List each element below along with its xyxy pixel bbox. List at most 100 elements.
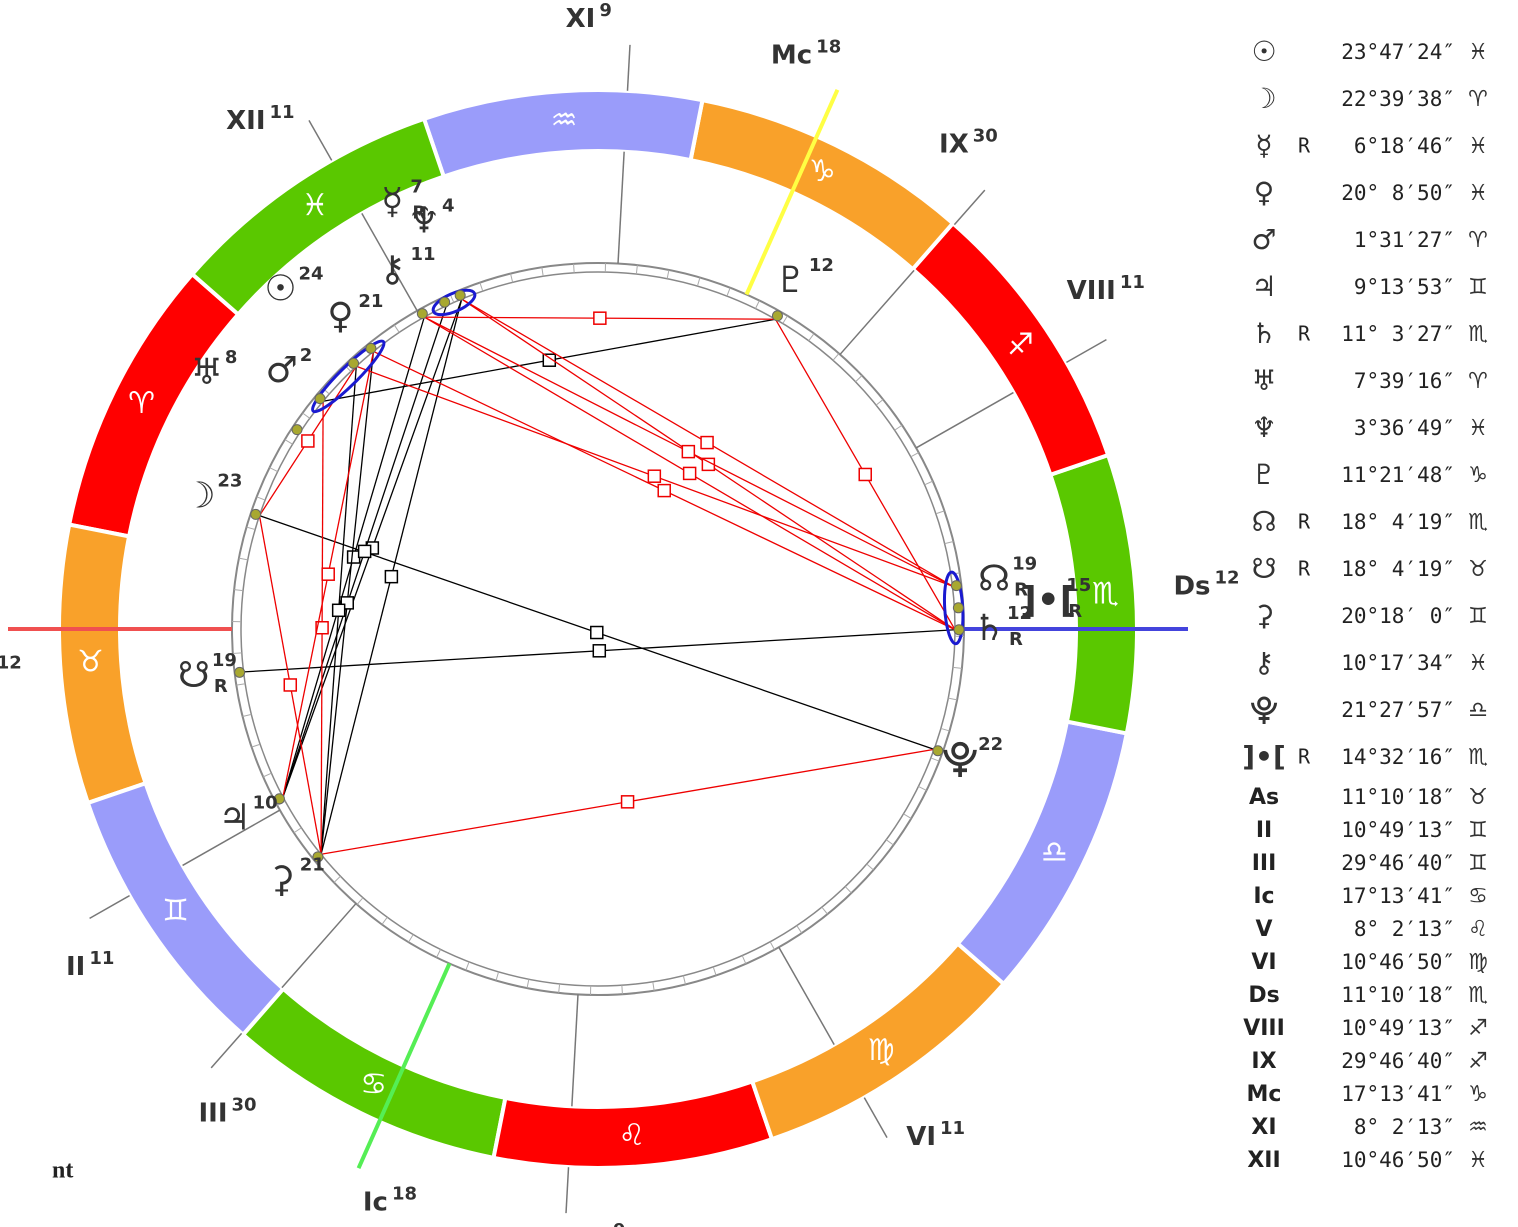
house-name: Ds bbox=[1173, 571, 1210, 601]
planet-glyph: ☿ bbox=[381, 182, 403, 223]
degree-tick bbox=[495, 971, 500, 981]
house-name: XI bbox=[566, 4, 596, 34]
house-degree: 11 bbox=[270, 102, 295, 123]
planet-dot bbox=[312, 851, 324, 863]
planet-degree: 19 bbox=[1012, 553, 1037, 574]
degree-tick bbox=[726, 287, 731, 297]
sign-glyph: ♓ bbox=[301, 188, 328, 223]
house-label: VI 11 bbox=[906, 1118, 965, 1152]
house-label: IX 30 bbox=[939, 125, 998, 159]
aspect-marker bbox=[357, 544, 372, 559]
table-position: 10°49′13″ bbox=[1341, 818, 1455, 842]
degree-tick bbox=[479, 282, 484, 292]
degree-tick bbox=[436, 949, 441, 958]
planet-dot bbox=[273, 793, 285, 805]
house-cusp bbox=[308, 120, 333, 161]
table-position: 8° 2′13″ bbox=[1354, 1115, 1455, 1139]
table-position: 21°27′57″ bbox=[1341, 698, 1455, 722]
table-retro: R bbox=[1298, 745, 1311, 769]
house-cusp bbox=[953, 189, 986, 226]
house-degree: 11 bbox=[1120, 272, 1145, 293]
table-retro: R bbox=[1298, 134, 1311, 158]
aspect-marker bbox=[657, 483, 671, 498]
table-sign: ♓ bbox=[1468, 181, 1488, 206]
sign-glyph: ♊ bbox=[162, 894, 189, 929]
aspect-marker bbox=[384, 569, 399, 584]
planet-degree: 11 bbox=[410, 244, 435, 265]
planet-retro: R bbox=[412, 203, 426, 224]
degree-tick bbox=[682, 975, 686, 985]
table-sign: ♎ bbox=[1468, 698, 1488, 723]
sign-glyph: ♒ bbox=[551, 103, 578, 138]
house-degree: 18 bbox=[816, 37, 841, 58]
table-glyph: ♃ bbox=[1251, 270, 1276, 303]
house-name: XII bbox=[226, 105, 265, 135]
aspect-marker bbox=[590, 625, 604, 640]
planet-glyph: ☉ bbox=[264, 268, 296, 309]
table-sign: ♒ bbox=[1468, 1115, 1488, 1140]
degree-tick bbox=[924, 480, 934, 486]
aspect-marker bbox=[700, 435, 714, 450]
house-label: III 30 bbox=[199, 1095, 257, 1129]
sign-glyph: ♈ bbox=[128, 386, 155, 421]
table-glyph: ♅ bbox=[1251, 364, 1276, 397]
table-retro: R bbox=[1298, 322, 1311, 346]
planet-dot bbox=[250, 508, 262, 520]
house-cusp bbox=[863, 1097, 888, 1138]
table-glyph: ☋ bbox=[1252, 552, 1277, 585]
table-glyph: ♇ bbox=[1251, 458, 1276, 491]
planet-dot bbox=[439, 296, 451, 308]
table-sign: ♊ bbox=[1468, 275, 1488, 300]
planet-retro: R bbox=[1068, 601, 1082, 622]
house-label: II 11 bbox=[66, 948, 114, 982]
house-label: VIII 11 bbox=[1067, 272, 1145, 306]
table-position: 3°36′49″ bbox=[1354, 416, 1455, 440]
table-position: 1°31′27″ bbox=[1354, 228, 1455, 252]
table-retro: R bbox=[1298, 557, 1311, 581]
footer-text: nt bbox=[52, 1158, 73, 1184]
degree-tick bbox=[541, 267, 544, 277]
degree-tick bbox=[940, 727, 950, 732]
house-label: Mc 18 bbox=[771, 37, 841, 70]
table-position: 10°17′34″ bbox=[1341, 651, 1455, 675]
aspect-marker bbox=[593, 311, 607, 325]
house-label: V9 bbox=[589, 1220, 626, 1227]
planet-degree: 7 bbox=[410, 177, 423, 198]
table-position: 10°49′13″ bbox=[1341, 1016, 1455, 1040]
table-sign: ♉ bbox=[1468, 785, 1488, 810]
house-degree: 18 bbox=[392, 1183, 417, 1204]
table-sign: ♑ bbox=[1468, 463, 1488, 488]
degree-tick bbox=[769, 941, 775, 950]
degree-tick bbox=[782, 315, 788, 324]
degree-tick bbox=[251, 743, 261, 748]
planet-glyph: ♃ bbox=[218, 798, 250, 839]
degree-tick bbox=[894, 424, 903, 431]
sign-glyph: ♉ bbox=[77, 644, 104, 679]
planet-dot bbox=[932, 745, 944, 757]
planet-retro: R bbox=[214, 676, 228, 697]
planet-degree: 2 bbox=[300, 345, 313, 366]
planet-glyph: ♂ bbox=[266, 350, 298, 391]
table-house: Mc bbox=[1247, 1082, 1282, 1107]
planet-glyph: ⚷ bbox=[379, 249, 405, 290]
table-sign: ♏ bbox=[1468, 983, 1488, 1008]
house-degree: 11 bbox=[940, 1118, 965, 1139]
planet-glyph: ♆ bbox=[408, 200, 440, 241]
table-sign: ♓ bbox=[1468, 416, 1488, 441]
table-glyph: ☊ bbox=[1252, 505, 1277, 538]
table-sign: ♍ bbox=[1468, 950, 1488, 975]
degree-tick bbox=[269, 467, 278, 472]
degree-tick bbox=[234, 589, 244, 592]
table-house: V bbox=[1255, 917, 1272, 942]
table-sign: ♊ bbox=[1468, 604, 1488, 629]
conjunction-ring bbox=[311, 339, 386, 414]
aspect-marker bbox=[301, 434, 315, 448]
house-cusp bbox=[210, 1032, 243, 1069]
house-label: Ic 18 bbox=[363, 1183, 417, 1217]
planet-dot bbox=[234, 666, 246, 678]
planet-retro: R bbox=[1014, 579, 1028, 600]
house-label: As12 bbox=[0, 653, 22, 687]
degree-tick bbox=[302, 412, 311, 419]
planet-degree: 23 bbox=[217, 471, 242, 492]
